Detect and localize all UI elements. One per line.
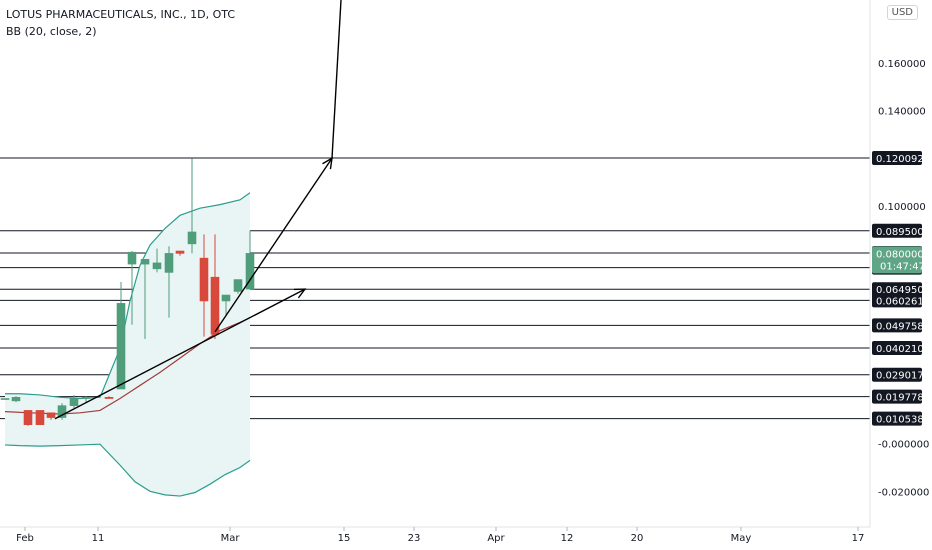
candle-body: [57, 405, 67, 418]
candle-body: [116, 303, 126, 390]
x-tick-label: 23: [408, 533, 421, 544]
candle-body: [46, 412, 56, 418]
level-tag-label: 0.029017: [876, 371, 924, 382]
candle-body: [199, 257, 209, 302]
y-tick-label: -0.020000: [878, 487, 929, 498]
bollinger-bands: [4, 192, 251, 497]
candle-body: [11, 397, 21, 402]
x-tick-label: 15: [338, 533, 351, 544]
chart-legend: LOTUS PHARMACEUTICALS, INC., 1D, OTC BB …: [6, 6, 235, 40]
y-tick-label: 0.100000: [878, 202, 926, 213]
x-tick-label: 20: [631, 533, 644, 544]
x-tick-label: Mar: [221, 533, 241, 544]
arrow-line: [214, 157, 333, 333]
currency-button[interactable]: USD: [886, 5, 918, 20]
price-axis[interactable]: 0.160000 0.140000 0.100000 -0.000000 -0.0200…: [878, 59, 929, 498]
y-tick-label: -0.000000: [878, 440, 929, 451]
level-tag-label: 0.049758: [876, 321, 924, 332]
candle-body: [187, 231, 197, 245]
candle-body: [104, 397, 114, 399]
candle-body: [210, 276, 220, 335]
candle-body: [221, 294, 231, 302]
x-tick-label: 11: [92, 533, 105, 544]
last-price-label: 0.080000: [876, 249, 924, 260]
trend-arrows: [54, 0, 342, 420]
arrow-head: [322, 156, 333, 170]
y-tick-label: 0.160000: [878, 59, 926, 70]
bb-upper-line: [5, 192, 251, 400]
x-tick-label: 12: [561, 533, 574, 544]
x-tick-label: Feb: [16, 533, 34, 544]
x-tick-label: Apr: [487, 533, 505, 544]
candle-body: [140, 259, 150, 265]
last-price-tag-bg: [872, 246, 922, 274]
level-tag-bg: [872, 318, 922, 333]
time-axis[interactable]: Feb 11 Mar 15 23 Apr 12 20 May 17: [16, 527, 864, 544]
arrow-line: [54, 288, 306, 420]
level-tag-bg: [872, 282, 922, 297]
bb-fill: [5, 192, 250, 497]
x-tick-label: 17: [852, 533, 865, 544]
candle-body: [23, 410, 33, 425]
indicator-title[interactable]: BB (20, close, 2): [6, 25, 97, 38]
level-tag-label: 0.060261: [876, 296, 924, 307]
candle-body: [245, 253, 255, 290]
level-tag-bg: [872, 411, 922, 426]
symbol-title[interactable]: LOTUS PHARMACEUTICALS, INC., 1D, OTC: [6, 8, 236, 21]
x-tick-label: May: [731, 533, 752, 544]
level-tag-label: 0.089500: [876, 227, 924, 238]
candle-body: [175, 250, 185, 254]
candle-body: [35, 410, 45, 425]
candle-body: [233, 279, 243, 292]
arrow-head: [293, 288, 307, 299]
level-tag-bg: [872, 341, 922, 356]
level-tag-bg: [872, 389, 922, 404]
bar-countdown-label: 01:47:47: [880, 261, 925, 272]
bb-lower-line: [4, 443, 251, 497]
level-tag-bg: [872, 151, 922, 166]
candles: [0, 158, 255, 426]
level-tag-bg: [872, 367, 922, 382]
candle-body: [81, 397, 91, 399]
level-tag-bg: [872, 293, 922, 308]
level-tag-label: 0.064950: [876, 285, 924, 296]
level-tag-label: 0.010538: [876, 415, 924, 426]
level-tag-label: 0.040210: [876, 344, 924, 355]
y-tick-label: 0.140000: [878, 107, 926, 118]
price-tags: 0.1200920.0895000.0801640.0740000.064950…: [872, 151, 925, 426]
candle-body: [164, 253, 174, 273]
candle-body: [69, 398, 79, 406]
candle-body: [152, 262, 162, 270]
level-tag-label: 0.120092: [876, 154, 924, 165]
level-tag-bg: [872, 223, 922, 238]
trend-line: [331, 0, 342, 159]
candle-body: [0, 398, 10, 400]
candle-body: [127, 251, 137, 265]
level-tag-label: 0.019778: [876, 393, 924, 404]
